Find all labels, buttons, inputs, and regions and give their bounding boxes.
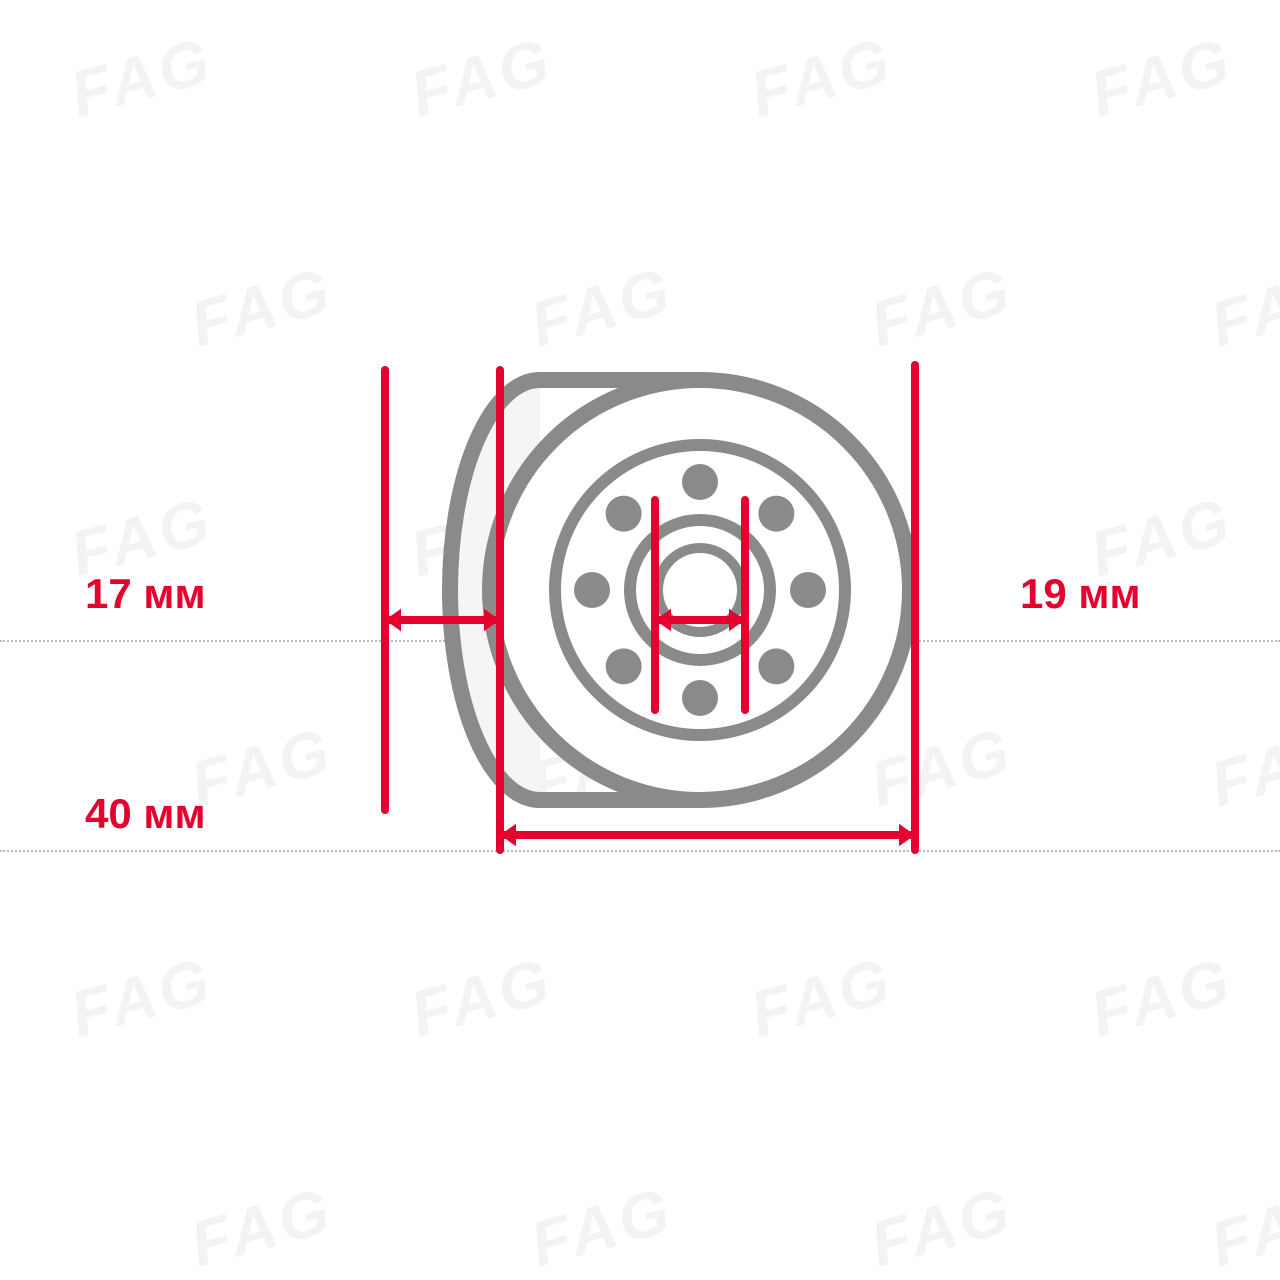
dimension-overlay [0, 0, 1280, 1280]
diagram-stage: 17 мм 19 мм 40 мм [0, 0, 1280, 1280]
label-bore-mm: 19 мм [1020, 570, 1141, 618]
label-width-mm: 17 мм [85, 570, 206, 618]
label-outer-mm: 40 мм [85, 790, 206, 838]
